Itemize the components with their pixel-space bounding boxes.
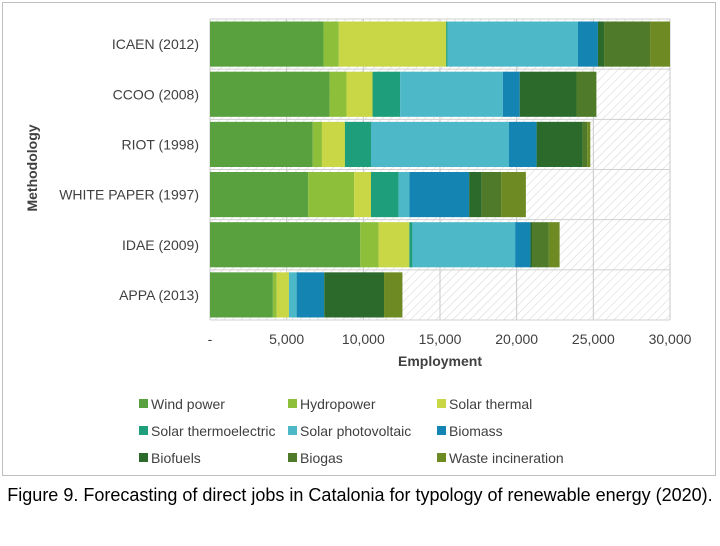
legend-swatch xyxy=(139,399,148,408)
bar-segment xyxy=(446,21,448,67)
x-tick-label: 5,000 xyxy=(269,331,304,347)
bar-segment xyxy=(576,71,597,117)
bar-segment xyxy=(346,71,373,117)
bar-segment xyxy=(530,222,532,268)
bar-segment xyxy=(597,21,605,67)
bar-segment xyxy=(321,121,345,167)
bar-segment xyxy=(409,222,413,268)
bar-segment xyxy=(532,222,549,268)
bar-segment xyxy=(344,121,371,167)
legend-label: Solar thermoelectric xyxy=(151,423,276,439)
bar-segment xyxy=(469,172,482,218)
bar-segment xyxy=(502,71,520,117)
legend-swatch xyxy=(437,426,446,435)
bar-segment xyxy=(288,272,297,318)
figure-caption: Figure 9. Forecasting of direct jobs in … xyxy=(7,485,713,505)
x-tick-label: 25,000 xyxy=(572,331,615,347)
legend-swatch xyxy=(139,426,148,435)
bar-segment xyxy=(296,272,325,318)
bar-segment xyxy=(536,121,583,167)
bar-segment xyxy=(308,172,355,218)
x-tick-label: 10,000 xyxy=(342,331,385,347)
legend-swatch xyxy=(288,426,297,435)
bar-segment xyxy=(650,21,670,67)
bar-segment xyxy=(412,222,516,268)
chart: ICAEN (2012) CCOO (2008) RIOT (1998) WHITE … xyxy=(24,18,692,466)
bar-segment xyxy=(354,172,371,218)
y-axis-title: Methodology xyxy=(24,124,40,211)
legend-swatch xyxy=(139,453,148,462)
bar-segment xyxy=(210,21,324,67)
bar-segment xyxy=(323,21,339,67)
bar-segment xyxy=(582,121,588,167)
y-tick-label: APPA (2013) xyxy=(119,287,199,303)
y-tick-label: IDAE (2009) xyxy=(122,237,199,253)
bar-segment xyxy=(384,272,403,318)
legend-label: Biomass xyxy=(449,423,503,439)
x-tick-label: 20,000 xyxy=(495,331,538,347)
bar-segment xyxy=(519,71,577,117)
legend-label: Wind power xyxy=(151,396,225,412)
bar-segment xyxy=(329,71,347,117)
legend-label: Solar thermal xyxy=(449,396,532,412)
chart-frame xyxy=(2,2,716,476)
bar-segment xyxy=(548,222,560,268)
bar-segment xyxy=(371,121,509,167)
bar-segment xyxy=(324,272,385,318)
legend-swatch xyxy=(288,453,297,462)
legend-swatch xyxy=(288,399,297,408)
legend-label: Biogas xyxy=(300,450,343,466)
x-tick-label: 30,000 xyxy=(649,331,692,347)
bar-segment xyxy=(481,172,502,218)
bar-segment xyxy=(515,222,531,268)
legend-swatch xyxy=(437,453,446,462)
bar-segment xyxy=(587,121,591,167)
x-axis-title: Employment xyxy=(398,353,482,369)
y-tick-label: RIOT (1998) xyxy=(121,136,199,152)
legend-label: Hydropower xyxy=(300,396,376,412)
y-tick-label: CCOO (2008) xyxy=(113,86,199,102)
bar-segment xyxy=(210,172,309,218)
legend-label: Biofuels xyxy=(151,450,201,466)
bar-segment xyxy=(210,71,330,117)
legend-swatch xyxy=(437,399,446,408)
bar-segment xyxy=(378,222,410,268)
bar-segment xyxy=(210,222,361,268)
bar-segment xyxy=(501,172,526,218)
y-tick-label: WHITE PAPER (1997) xyxy=(59,187,199,203)
bar-segment xyxy=(210,121,313,167)
bar-segment xyxy=(400,71,503,117)
bar-segment xyxy=(409,172,470,218)
x-tick-label: 15,000 xyxy=(419,331,462,347)
bar-segment xyxy=(578,21,598,67)
bar-segment xyxy=(447,21,578,67)
x-tick-label: - xyxy=(208,331,213,347)
y-tick-label: ICAEN (2012) xyxy=(112,36,199,52)
bar-segment xyxy=(272,272,277,318)
bar-segment xyxy=(312,121,322,167)
bar-segment xyxy=(276,272,289,318)
bar-segment xyxy=(372,71,401,117)
legend-label: Waste incineration xyxy=(449,450,564,466)
bar-segment xyxy=(398,172,410,218)
bar-segment xyxy=(371,172,399,218)
legend-label: Solar photovoltaic xyxy=(300,423,411,439)
bar-segment xyxy=(360,222,379,268)
bar-segment xyxy=(338,21,447,67)
bar-segment xyxy=(509,121,537,167)
bar-segment xyxy=(604,21,651,67)
bar-segment xyxy=(210,272,273,318)
